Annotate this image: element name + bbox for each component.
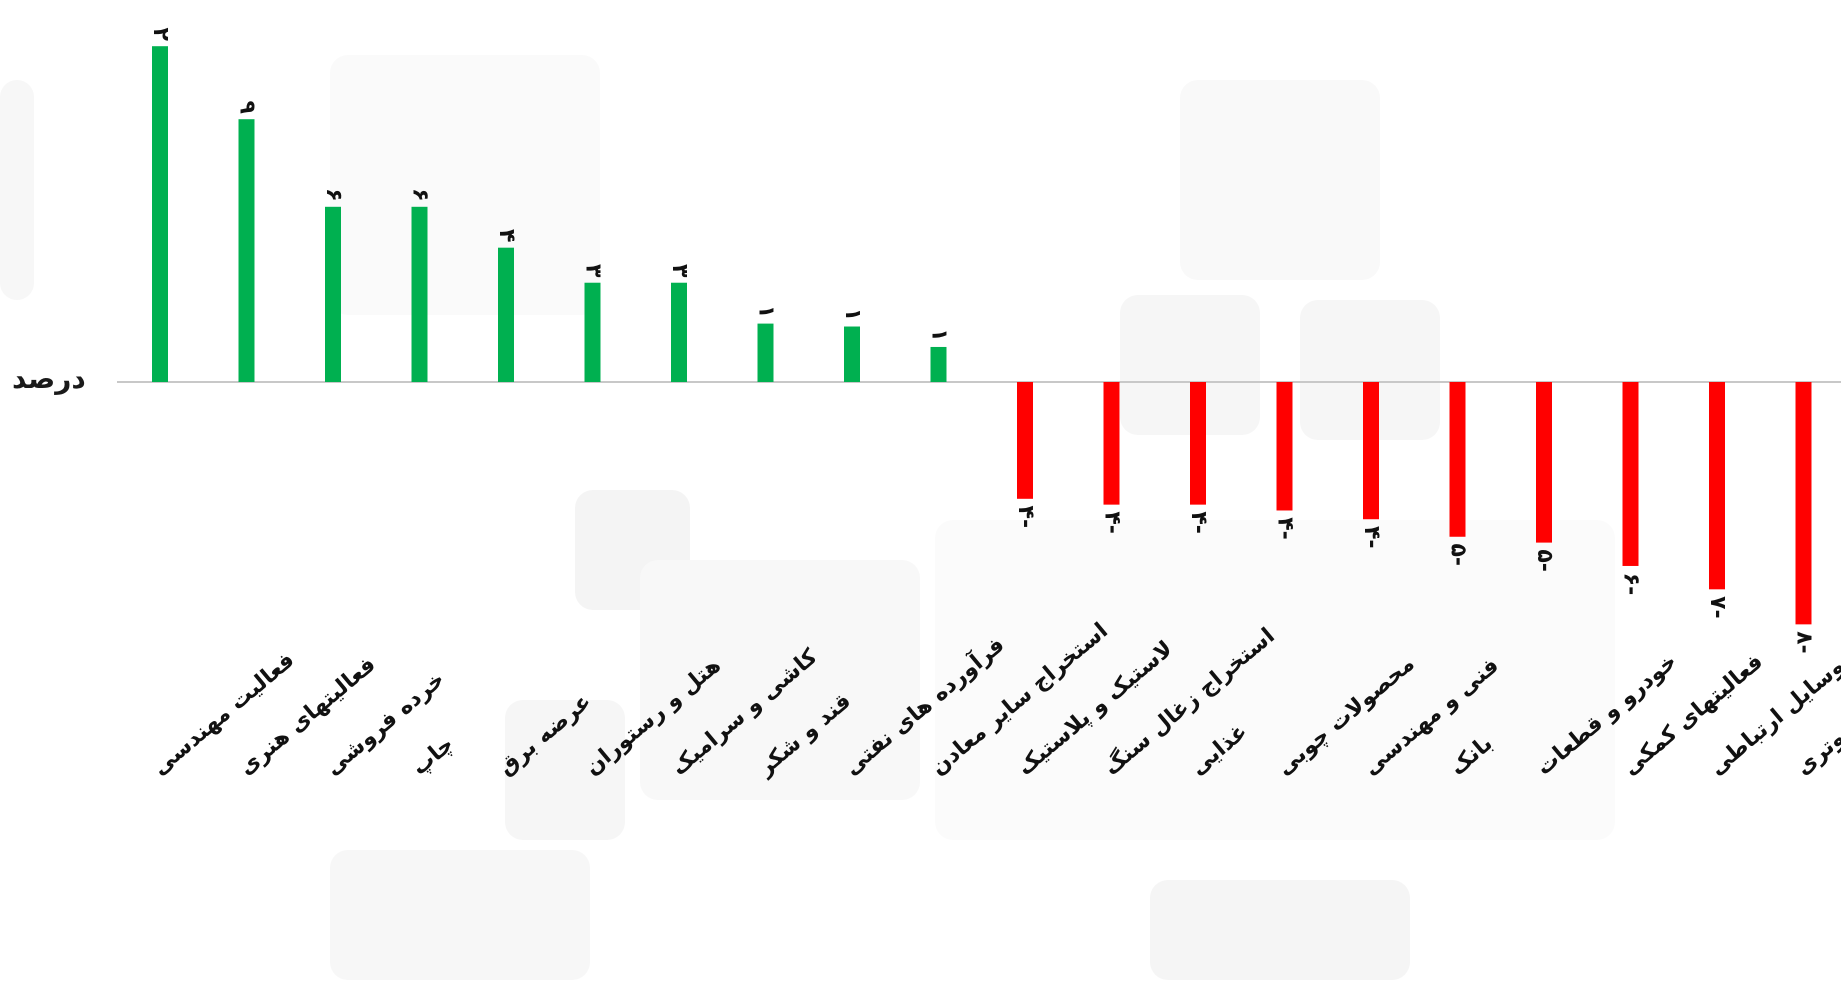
value-label-4: ۴ (494, 229, 519, 242)
category-label-16: خودرو و قطعات (1532, 649, 1682, 781)
value-label-3: ۶ (408, 188, 433, 201)
value-label-5: ۳ (581, 264, 606, 278)
bar-11 (1103, 382, 1120, 505)
value-label-18: ۷- (1705, 596, 1730, 619)
bar-14 (1363, 382, 1379, 520)
bar-0 (152, 46, 168, 382)
value-label-13: ۴- (1273, 517, 1298, 540)
category-label-12: غذایی (1186, 719, 1252, 780)
category-label-10: لاستیک و پلاستیک (1013, 636, 1178, 780)
bar-13 (1276, 382, 1293, 511)
value-label-6: ۳ (667, 264, 692, 278)
value-label-2: ۶ (321, 188, 346, 201)
value-label-17: ۶- (1619, 573, 1644, 596)
bar-2 (325, 206, 341, 382)
value-label-14: ۴- (1359, 526, 1384, 549)
bar-16 (1536, 382, 1552, 543)
value-label-19: ۸- (1792, 631, 1817, 654)
bar-19 (1795, 382, 1812, 625)
bar-4 (498, 247, 514, 382)
value-label-10: ۴- (1013, 506, 1038, 529)
bar-15 (1449, 382, 1466, 537)
category-label-4: عرضه برق (494, 689, 596, 781)
value-labels-group: ۲ ۹ ۶ ۶ ۴ ۳ ۳ ۱ ۱ ۱ ۴- ۴- ۴- ۴- ۴- ۵- ۵- ۶- ۷- ۸- (148, 27, 1817, 653)
value-label-12: ۴- (1186, 511, 1211, 534)
category-label-6: کاشی و سرامیک (667, 644, 823, 780)
y-axis-label: درصد (12, 362, 86, 395)
bar-7 (757, 323, 774, 382)
category-label-3: چاپ (407, 732, 458, 781)
value-label-15: ۵- (1446, 543, 1471, 566)
bar-6 (671, 282, 687, 382)
bar-1 (238, 119, 255, 382)
category-label-8: فرآورده های نفتی (838, 630, 1010, 780)
value-label-16: ۵- (1532, 549, 1557, 572)
value-label-9: ۱ (927, 328, 952, 341)
bar-12 (1190, 382, 1206, 505)
bar-9 (930, 346, 947, 382)
category-label-15: بانک (1445, 731, 1497, 781)
bar-8 (844, 326, 860, 382)
bar-3 (411, 206, 428, 382)
value-label-7: ۱ (754, 305, 779, 318)
value-label-0: ۲ (148, 27, 173, 41)
bar-18 (1709, 382, 1725, 590)
value-label-11: ۴- (1100, 511, 1125, 534)
value-label-1: ۹ (235, 100, 260, 113)
value-label-8: ۱ (840, 308, 865, 321)
bars-group (152, 46, 1812, 625)
category-label-11: استخراج زغال سنگ (1098, 622, 1280, 781)
bar-17 (1622, 382, 1639, 566)
bar-5 (584, 282, 601, 382)
bar-10 (1017, 382, 1033, 499)
category-label-0: فعالیت مهندسی (148, 648, 300, 781)
